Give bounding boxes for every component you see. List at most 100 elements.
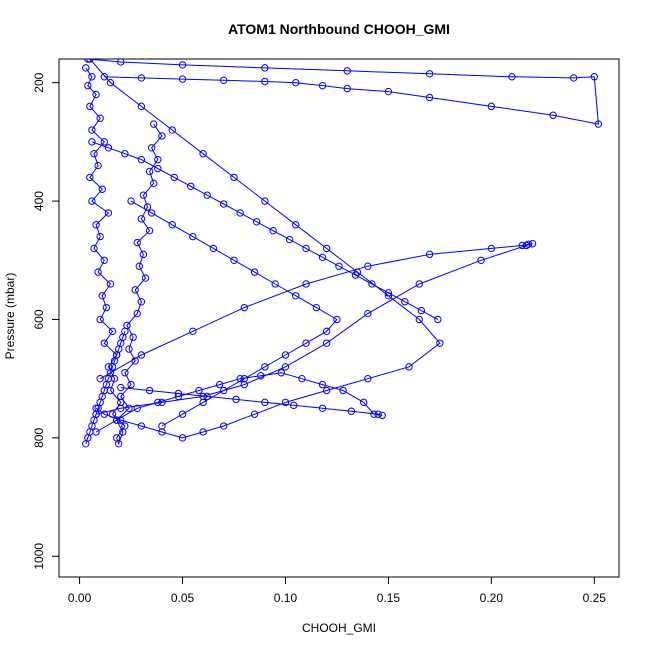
x-tick-label: 0.20 — [480, 591, 504, 605]
x-axis-label: CHOOH_GMI — [302, 621, 376, 635]
data-point — [178, 61, 187, 69]
data-point — [384, 87, 393, 96]
data-point — [141, 274, 150, 282]
data-point — [487, 244, 496, 253]
data-point — [277, 369, 286, 377]
data-point — [133, 309, 141, 318]
data-point — [343, 67, 351, 75]
data-point — [271, 280, 279, 288]
data-point — [374, 410, 382, 418]
data-point — [487, 102, 496, 111]
data-point — [170, 173, 178, 182]
data-point — [230, 173, 238, 182]
data-point — [405, 363, 413, 371]
data-point — [261, 64, 269, 72]
data-point — [434, 315, 442, 324]
y-tick-label: 200 — [32, 72, 46, 92]
data-point — [117, 383, 125, 392]
data-point — [351, 271, 360, 279]
data-point — [199, 398, 207, 407]
data-point — [100, 73, 108, 81]
data-point — [137, 74, 146, 82]
y-tick-label: 400 — [32, 191, 46, 211]
data-point — [368, 280, 376, 288]
data-point — [236, 209, 244, 217]
y-tick-label: 800 — [32, 428, 46, 448]
data-point — [154, 164, 162, 173]
data-point — [106, 280, 115, 288]
data-point — [125, 345, 133, 353]
data-point — [86, 59, 94, 63]
data-point — [137, 215, 146, 223]
series-line — [95, 243, 533, 415]
data-point — [104, 209, 113, 217]
data-point — [250, 410, 259, 418]
y-axis: 200 400 600 800 1000 — [32, 72, 60, 570]
data-point — [318, 81, 327, 90]
data-point — [135, 262, 143, 270]
data-point — [88, 126, 96, 134]
data-point — [209, 244, 218, 253]
plot-area — [82, 59, 603, 448]
data-point — [86, 173, 94, 182]
data-point — [102, 303, 111, 312]
data-point — [364, 262, 372, 270]
data-point — [199, 150, 207, 158]
data-point — [240, 374, 248, 383]
data-point — [133, 404, 141, 412]
data-point — [98, 185, 106, 193]
data-point — [415, 315, 423, 324]
data-point — [257, 372, 265, 380]
data-point — [215, 380, 224, 389]
data-point — [292, 78, 300, 87]
data-point — [94, 161, 102, 170]
data-point — [335, 262, 343, 270]
data-point — [594, 120, 603, 128]
data-point — [302, 280, 310, 288]
data-point — [312, 303, 321, 312]
data-point — [178, 410, 187, 418]
data-point — [150, 179, 158, 188]
data-point — [96, 232, 104, 241]
series-line — [85, 67, 163, 446]
data-point — [137, 155, 146, 164]
data-point — [281, 363, 290, 371]
y-tick-label: 1000 — [32, 543, 46, 570]
data-point — [106, 78, 115, 87]
data-point — [250, 268, 259, 276]
data-point — [121, 150, 129, 158]
x-tick-label: 0.25 — [583, 591, 607, 605]
data-point — [84, 81, 92, 90]
data-point — [290, 401, 298, 410]
data-point — [281, 351, 290, 359]
series-line — [130, 200, 338, 427]
series-line — [89, 59, 441, 439]
data-point — [318, 404, 327, 412]
data-point — [292, 221, 300, 229]
data-point — [522, 241, 531, 250]
data-point — [88, 138, 96, 146]
data-point — [203, 191, 211, 199]
data-point — [425, 93, 434, 102]
data-point — [364, 374, 372, 383]
data-point — [125, 404, 133, 412]
data-point — [100, 410, 108, 418]
data-point — [322, 339, 331, 347]
data-point — [145, 386, 154, 395]
data-point — [86, 102, 94, 111]
data-point — [220, 200, 228, 208]
data-point — [158, 422, 166, 430]
x-axis: 0.00 0.05 0.10 0.15 0.20 0.25 — [68, 576, 607, 605]
data-point — [477, 256, 485, 264]
data-point — [145, 226, 154, 235]
data-point — [261, 398, 269, 407]
data-point — [187, 182, 195, 190]
data-point — [281, 398, 290, 407]
data-point — [92, 428, 100, 436]
data-point — [92, 90, 100, 99]
data-point — [195, 386, 203, 395]
data-point — [220, 76, 228, 85]
data-point — [119, 428, 127, 436]
data-point — [261, 363, 269, 371]
data-point — [252, 218, 261, 226]
